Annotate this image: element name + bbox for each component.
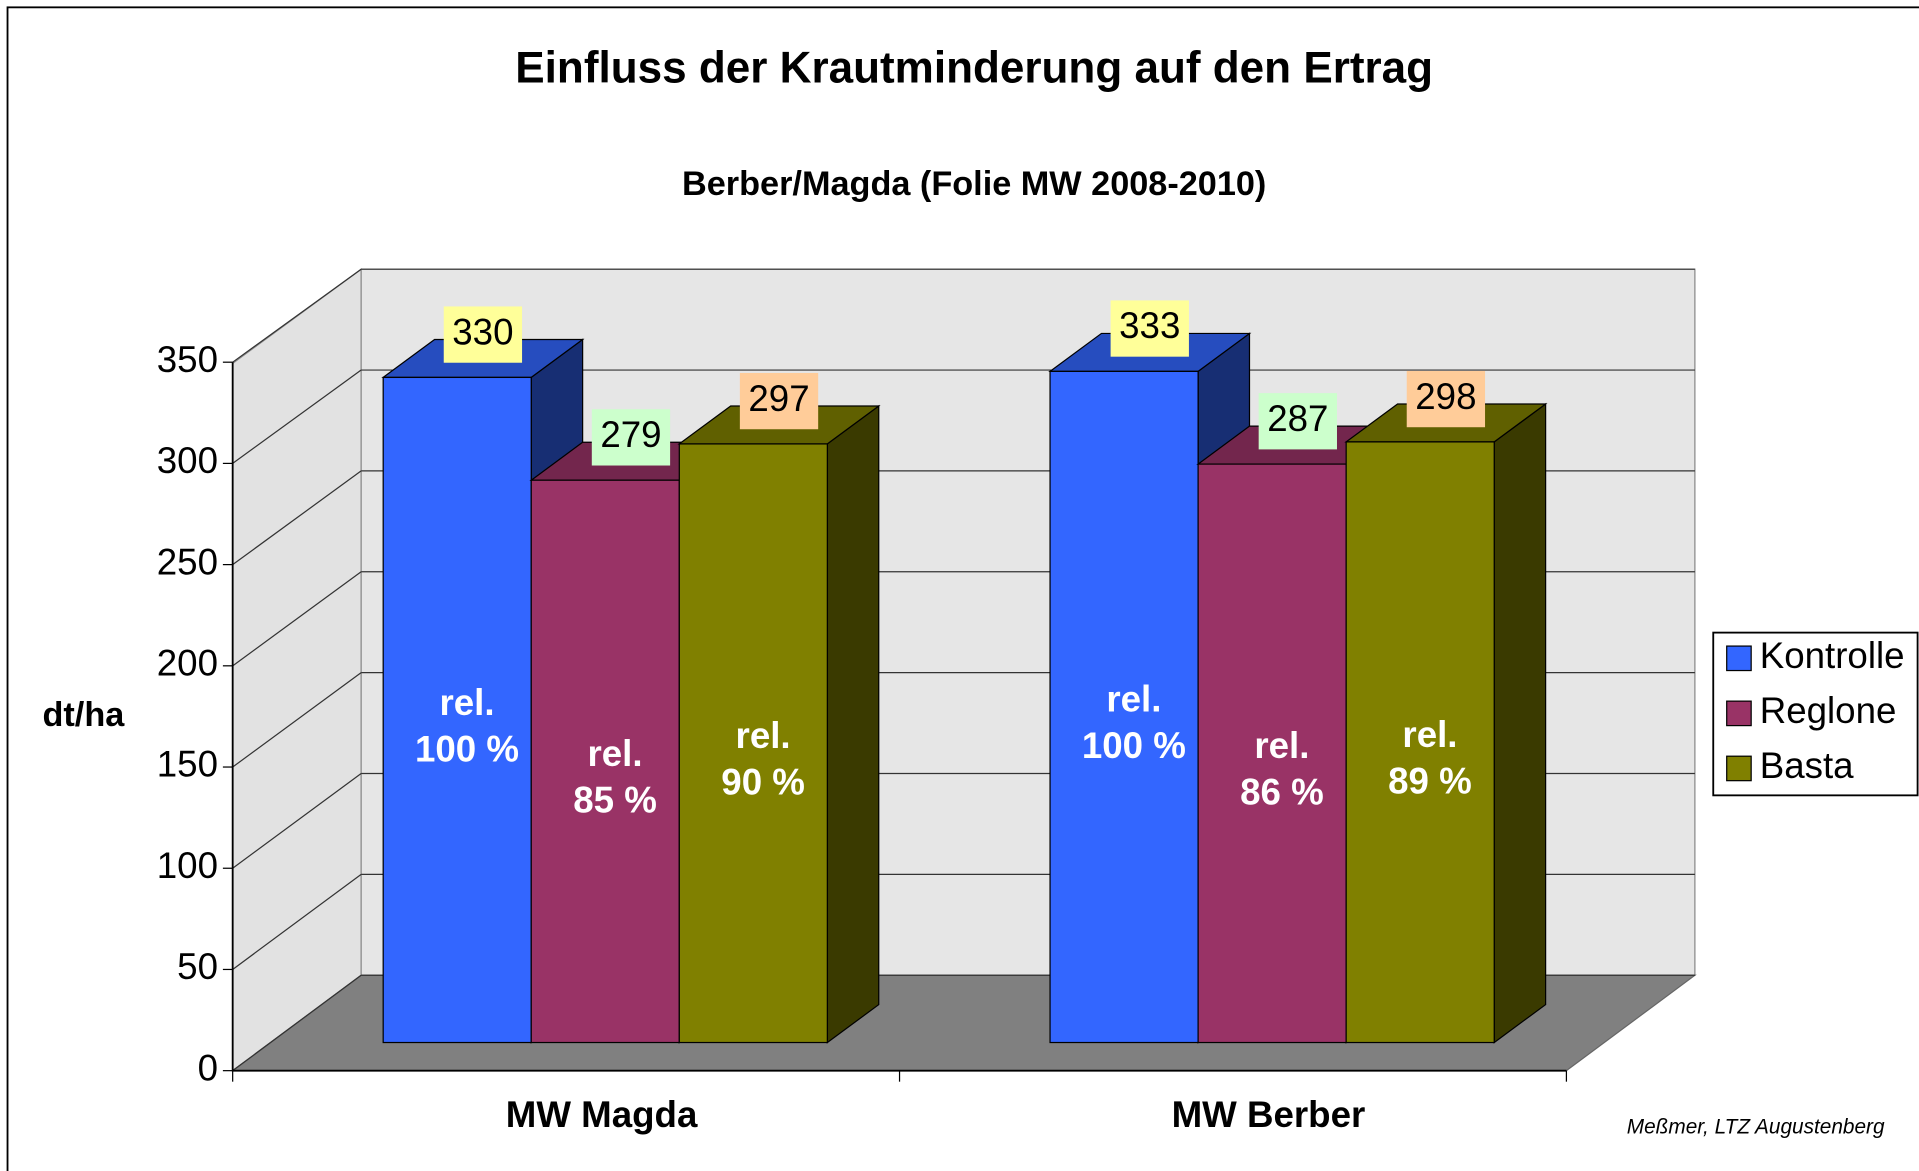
y-tick-label: 150	[157, 744, 218, 785]
source-note: Meßmer, LTZ Augustenberg	[1627, 1116, 1885, 1139]
value-label: 298	[1415, 376, 1476, 417]
bar	[1049, 370, 1199, 1044]
legend-label: Basta	[1760, 745, 1854, 786]
value-label: 287	[1267, 398, 1328, 439]
bar-annotation: rel.	[736, 715, 791, 756]
grid-line	[232, 470, 362, 566]
y-tick-label: 0	[198, 1047, 218, 1088]
y-tick-label: 50	[177, 946, 218, 987]
y-tick-label: 300	[157, 440, 218, 481]
legend-label: Reglone	[1760, 690, 1897, 731]
left-wall	[232, 267, 362, 1072]
value-label-box	[591, 409, 671, 466]
bar-annotation: rel.	[439, 682, 494, 723]
bar-side	[826, 404, 880, 1044]
chart-subtitle: Berber/Magda (Folie MW 2008-2010)	[682, 165, 1266, 203]
bar-annotation: 89 %	[1388, 761, 1472, 802]
value-label: 333	[1119, 305, 1180, 346]
bar-annotation: 86 %	[1240, 772, 1324, 813]
grid-line	[232, 672, 362, 768]
bar-annotation: rel.	[588, 733, 643, 774]
y-tick-label: 200	[157, 643, 218, 684]
y-axis-label: dt/ha	[42, 696, 125, 734]
value-label-box	[739, 372, 819, 430]
bar-annotation: rel.	[1254, 725, 1309, 766]
value-label: 297	[748, 378, 809, 419]
value-label: 279	[600, 414, 661, 455]
bar-annotation: rel.	[1106, 679, 1161, 720]
value-label-box	[1110, 300, 1189, 357]
legend-swatch	[1726, 645, 1752, 672]
bar	[678, 443, 828, 1044]
bar-annotation: rel.	[1402, 714, 1457, 755]
grid-line	[232, 571, 362, 667]
value-label-box	[1406, 370, 1486, 428]
legend-label: Kontrolle	[1760, 635, 1905, 676]
y-tick-label: 250	[157, 541, 218, 582]
bar-annotation: 100 %	[1082, 725, 1186, 766]
y-tick-label: 350	[157, 339, 218, 380]
grid-line	[232, 369, 362, 464]
grid-line	[232, 773, 362, 869]
x-tick-label: MW Magda	[506, 1094, 698, 1135]
bar-annotation: 90 %	[721, 762, 805, 803]
bar-annotation: 85 %	[573, 780, 657, 821]
legend-swatch	[1726, 700, 1752, 727]
bar-side	[1493, 402, 1547, 1044]
bar	[382, 376, 532, 1044]
value-label-box	[443, 306, 523, 363]
chart-title: Einfluss der Krautminderung auf den Ertr…	[515, 44, 1433, 93]
legend-swatch	[1726, 755, 1752, 782]
grid-line	[232, 873, 362, 970]
value-label-box	[1258, 393, 1337, 450]
bar	[1345, 441, 1495, 1044]
x-tick-label: MW Berber	[1172, 1094, 1366, 1135]
bar	[1197, 463, 1347, 1044]
value-label: 330	[452, 311, 513, 352]
bar	[530, 479, 680, 1044]
grid-line	[232, 974, 362, 1072]
grid-line	[232, 268, 362, 363]
y-tick-label: 100	[157, 845, 218, 886]
bar-annotation: 100 %	[415, 728, 519, 769]
frame	[6, 6, 1919, 1171]
